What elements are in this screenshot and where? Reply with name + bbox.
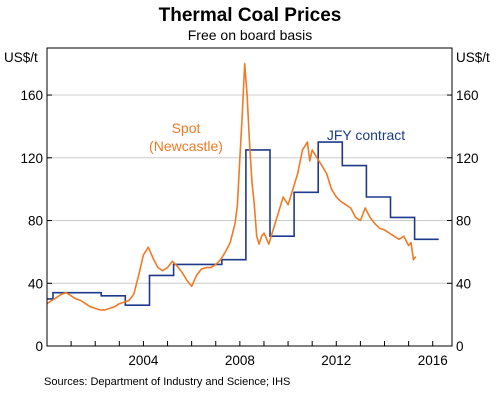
series-line-spot-newcastle [46,62,417,311]
left-axis-unit: US$/t [4,50,38,65]
x-tick-label-2016: 2016 [418,353,448,368]
x-tick-label-2004: 2004 [128,353,159,368]
plot-frame [46,47,453,347]
y-tick-label-right-80: 80 [456,214,471,229]
right-axis-unit: US$/t [456,50,490,65]
y-tick-label-left-160: 160 [20,88,43,103]
y-tick-label-right-160: 160 [456,88,479,103]
y-tick-label-left-120: 120 [20,151,43,166]
chart-subtitle: Free on board basis [188,27,313,43]
gridlines [47,94,452,284]
y-tick-label-left-0: 0 [35,339,43,354]
y-tick-label-right-0: 0 [456,339,464,354]
axis-ticks: 0 0 40 40 80 80 120 120 160 160 2004 2008 2012 2016 [20,88,478,368]
jfy-series-label: JFY contract [327,127,405,143]
y-tick-label-left-80: 80 [28,214,43,229]
spot-series-label-line2: (Newcastle) [149,138,223,154]
chart-title: Thermal Coal Prices [159,5,342,26]
y-tick-label-right-40: 40 [456,276,471,291]
y-tick-label-right-120: 120 [456,151,479,166]
source-note: Sources: Department of Industry and Scie… [44,376,290,388]
x-tick-label-2008: 2008 [225,353,255,368]
series-line-jfy-contract [47,141,439,306]
series-lines [46,62,439,311]
y-tick-label-left-40: 40 [28,276,43,291]
x-tick-label-2012: 2012 [321,353,351,368]
spot-series-label-line1: Spot [172,120,201,136]
